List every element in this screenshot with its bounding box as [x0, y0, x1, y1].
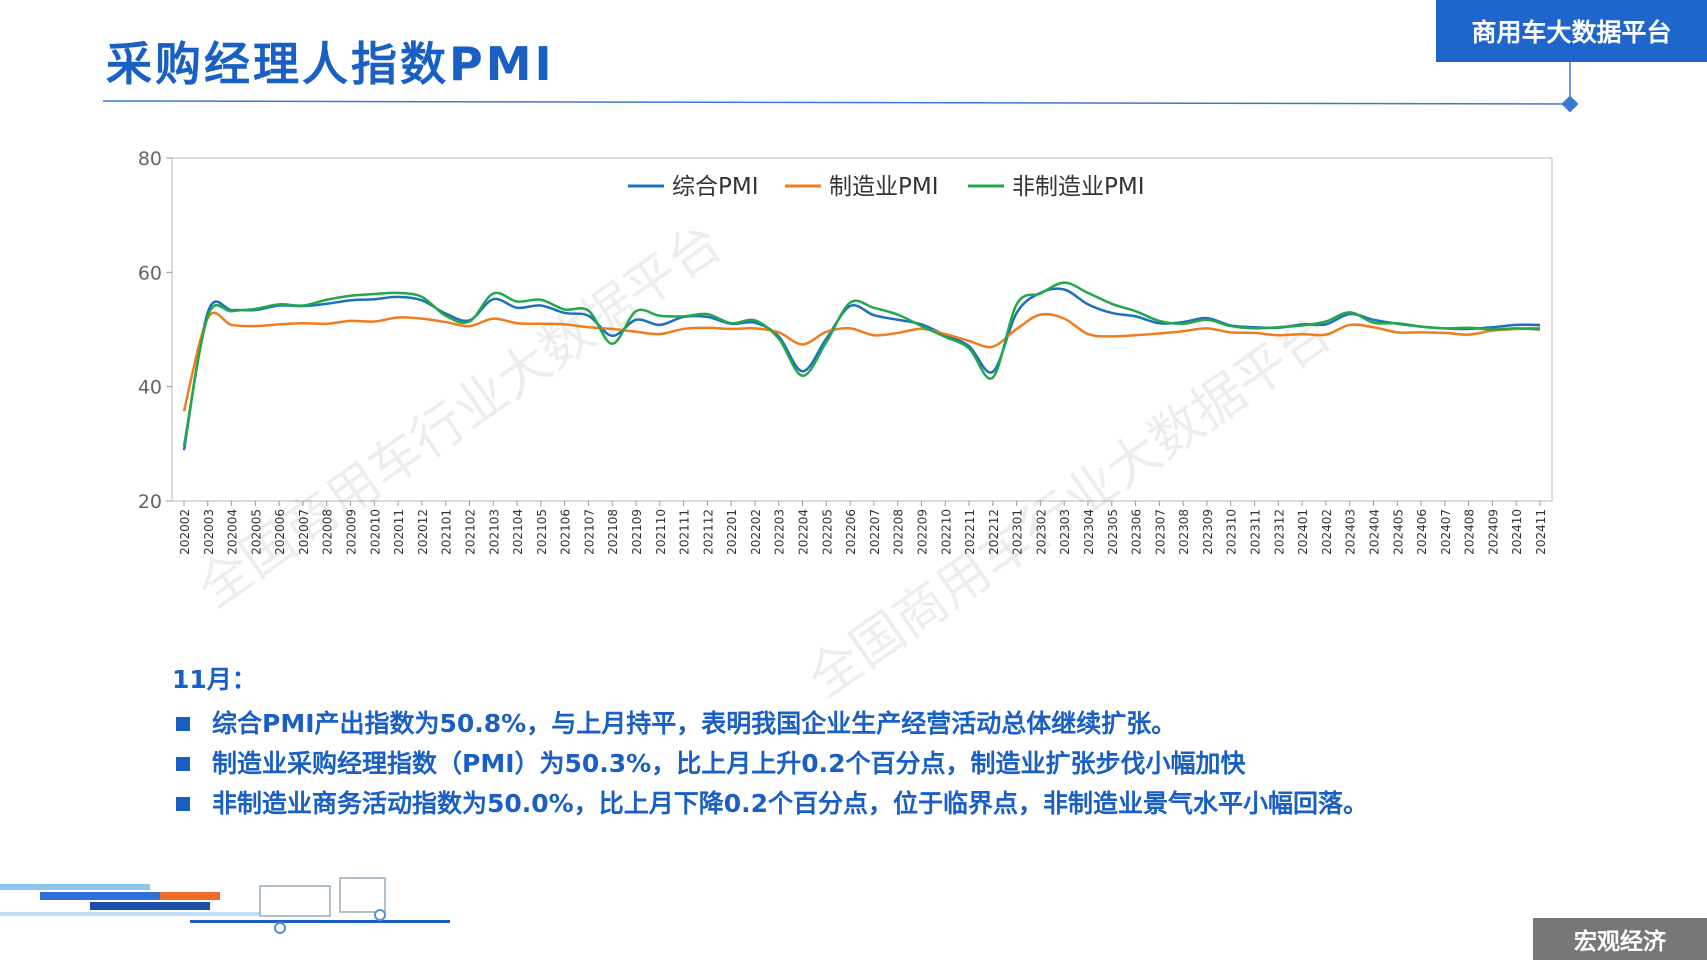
x-tick-label: 202409: [1486, 509, 1500, 555]
x-tick-label: 202408: [1463, 509, 1477, 555]
legend-label: 制造业PMI: [829, 174, 939, 200]
legend-label: 非制造业PMI: [1012, 174, 1145, 200]
x-tick-label: 202109: [630, 509, 644, 555]
x-tick-label: 202008: [321, 509, 335, 555]
x-tick-label: 202410: [1510, 509, 1524, 555]
x-tick-label: 202005: [249, 509, 263, 555]
x-tick-label: 202308: [1177, 509, 1191, 555]
x-tick-label: 202206: [844, 509, 858, 555]
x-tick-label: 202407: [1439, 509, 1453, 555]
x-tick-label: 202411: [1534, 509, 1548, 555]
note-item: 非制造业商务活动指数为50.0%，比上月下降0.2个百分点，位于临界点，非制造业…: [172, 784, 1368, 824]
page-title: 采购经理人指数PMI: [106, 37, 555, 91]
x-tick-label: 202002: [178, 509, 192, 555]
x-tick-label: 202311: [1249, 509, 1263, 555]
x-tick-label: 202107: [582, 509, 596, 555]
section-tag: 宏观经济: [1533, 918, 1707, 960]
x-tick-label: 202301: [1011, 509, 1025, 555]
platform-badge: 商用车大数据平台: [1436, 0, 1707, 62]
x-tick-label: 202403: [1344, 509, 1358, 555]
x-tick-label: 202303: [1058, 509, 1072, 555]
x-tick-label: 202211: [963, 509, 977, 555]
x-tick-label: 202103: [487, 509, 501, 555]
series-line: [182, 287, 1541, 451]
x-tick-label: 202212: [987, 509, 1001, 555]
watermark: 全国商用车行业大数据平台: [797, 303, 1343, 710]
x-tick-label: 202209: [915, 509, 929, 555]
x-tick-label: 202102: [463, 509, 477, 555]
x-tick-label: 202007: [297, 509, 311, 555]
y-tick-label: 20: [138, 491, 162, 513]
x-tick-label: 202210: [939, 509, 953, 555]
note-item: 制造业采购经理指数（PMI）为50.3%，比上月上升0.2个百分点，制造业扩张步…: [172, 744, 1368, 784]
title-rule: [102, 100, 1571, 105]
x-tick-label: 202012: [416, 509, 430, 555]
x-tick-label: 202406: [1415, 509, 1429, 555]
x-tick-label: 202302: [1034, 509, 1048, 555]
x-tick-label: 202310: [1225, 509, 1239, 555]
watermark: 全国商用车行业大数据平台: [187, 213, 733, 620]
x-tick-label: 202006: [273, 509, 287, 555]
x-tick-label: 202202: [749, 509, 763, 555]
x-tick-label: 202110: [654, 509, 668, 555]
x-tick-label: 202404: [1367, 509, 1381, 555]
notes: 11月： 综合PMI产出指数为50.8%，与上月持平，表明我国企业生产经营活动总…: [172, 660, 1368, 824]
x-tick-label: 202204: [797, 509, 811, 555]
x-tick-label: 202105: [535, 509, 549, 555]
legend-label: 综合PMI: [672, 174, 759, 200]
x-tick-label: 202004: [226, 509, 240, 555]
x-tick-label: 202009: [345, 509, 359, 555]
x-tick-label: 202010: [368, 509, 382, 555]
x-tick-label: 202101: [440, 509, 454, 555]
x-tick-label: 202305: [1106, 509, 1120, 555]
x-tick-label: 202112: [701, 509, 715, 555]
x-tick-label: 202307: [1153, 509, 1167, 555]
x-tick-label: 202003: [202, 509, 216, 555]
connector-dot: [1561, 95, 1579, 113]
plot-frame: [171, 157, 1553, 502]
x-tick-label: 202309: [1201, 509, 1215, 555]
x-tick-label: 202402: [1320, 509, 1334, 555]
x-tick-label: 202111: [678, 509, 692, 555]
y-tick-label: 80: [138, 148, 162, 170]
x-tick-label: 202104: [511, 509, 525, 555]
x-tick-label: 202201: [725, 509, 739, 555]
x-tick-label: 202106: [559, 509, 573, 555]
series-line: [182, 311, 1541, 412]
x-tick-label: 202306: [1130, 509, 1144, 555]
note-item: 综合PMI产出指数为50.8%，与上月持平，表明我国企业生产经营活动总体继续扩张…: [172, 704, 1368, 744]
x-tick-label: 202203: [773, 509, 787, 555]
x-tick-label: 202405: [1391, 509, 1405, 555]
y-tick-label: 60: [138, 262, 162, 284]
truck-decoration: [0, 877, 450, 934]
x-tick-label: 202304: [1082, 509, 1096, 555]
x-tick-label: 202011: [392, 509, 406, 555]
x-tick-label: 202401: [1296, 509, 1310, 555]
x-tick-label: 202208: [892, 509, 906, 555]
x-tick-label: 202108: [606, 509, 620, 555]
notes-heading: 11月：: [172, 665, 257, 694]
y-tick-label: 40: [138, 377, 162, 399]
series-line: [182, 281, 1541, 447]
x-tick-label: 202205: [820, 509, 834, 555]
x-tick-label: 202207: [868, 509, 882, 555]
x-tick-label: 202312: [1272, 509, 1286, 555]
